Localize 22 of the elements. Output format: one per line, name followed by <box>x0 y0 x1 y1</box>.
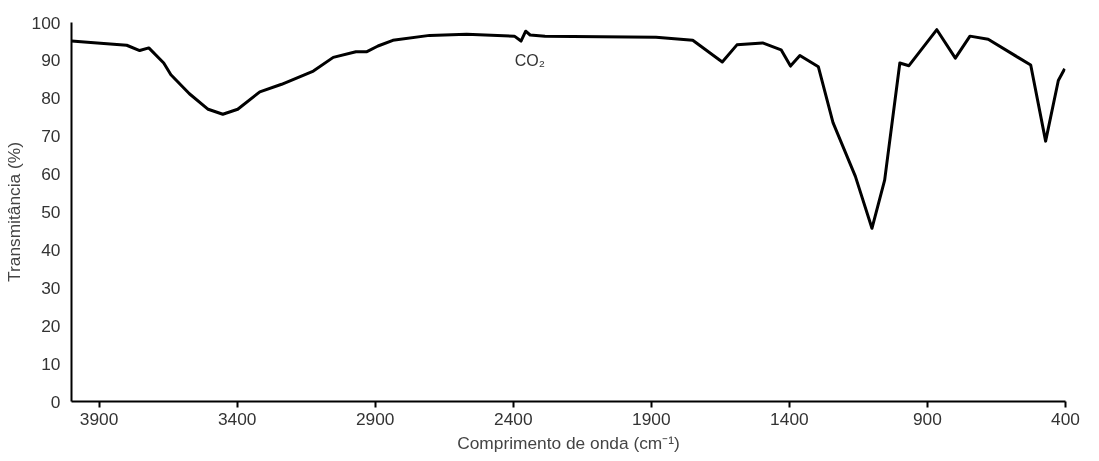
y-tick-label: 10 <box>41 353 61 374</box>
y-tick-label: 100 <box>31 12 61 33</box>
y-tick-label: 90 <box>41 50 61 71</box>
y-tick-label: 30 <box>41 277 61 298</box>
x-tick-label: 2400 <box>494 408 533 429</box>
x-tick-label: 900 <box>912 408 942 429</box>
x-tick-label: 400 <box>1051 408 1080 429</box>
y-tick-label: 40 <box>41 239 61 260</box>
y-tick-label: 60 <box>41 164 61 185</box>
y-tick-label: 0 <box>50 391 61 412</box>
x-tick-label: 1400 <box>770 408 809 429</box>
x-tick-label: 3400 <box>217 408 257 429</box>
x-tick-label: 3900 <box>79 408 119 429</box>
y-tick-label: 80 <box>41 88 61 109</box>
x-axis-title: Comprimento de onda (cm⁻¹) <box>457 432 680 453</box>
y-tick-label: 50 <box>41 202 61 222</box>
y-axis-title: Transmitância (%) <box>3 142 24 282</box>
x-tick-label: 2900 <box>355 408 395 429</box>
y-tick-label: 70 <box>41 126 61 147</box>
y-tick-label: 20 <box>41 315 61 336</box>
annotation: CO₂ <box>514 51 545 69</box>
x-tick-label: 1900 <box>632 408 671 429</box>
